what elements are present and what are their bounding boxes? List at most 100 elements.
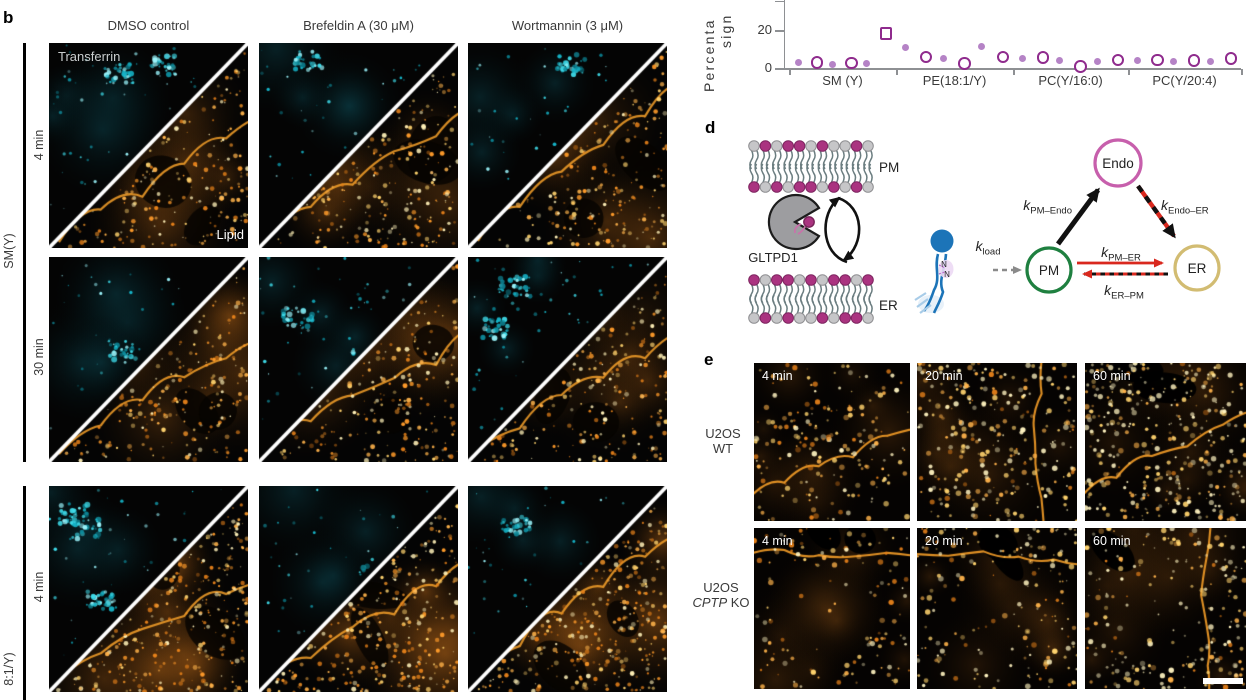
data-point-PCY160-4 xyxy=(1093,57,1101,65)
micrograph-b-r1c1 xyxy=(49,43,248,248)
data-point-PCY160-3 xyxy=(1074,60,1087,73)
e-time-label-2b: 20 min xyxy=(925,534,963,548)
data-point-SMY-1 xyxy=(810,56,824,69)
k-pm-endo-label: kPM–Endo xyxy=(1023,197,1072,217)
e-time-label-3a: 60 min xyxy=(1093,369,1131,383)
x-axis-line xyxy=(783,68,1241,70)
micrograph-b-r1c3 xyxy=(468,43,667,248)
micrograph-b-r2c2 xyxy=(259,257,458,462)
data-point-PCY160-1 xyxy=(1036,51,1050,64)
ko-suffix: KO xyxy=(727,595,750,610)
chart-y-axis-label-line1: Percenta xyxy=(701,18,717,92)
e-time-label-1b: 4 min xyxy=(762,534,793,548)
group2-bracket xyxy=(23,486,26,700)
group-tick-0 xyxy=(789,69,791,75)
group-tick-3 xyxy=(1128,69,1130,75)
column-header-wortmannin: Wortmannin (3 μM) xyxy=(511,18,624,33)
panel-d-schematic: PM ER GLTPD1 N N xyxy=(748,138,1221,324)
data-point-PE181Y-1 xyxy=(919,50,933,64)
column-header-dmso: DMSO control xyxy=(107,18,190,33)
micrograph-e-r2c2 xyxy=(917,528,1077,689)
data-point-PCY160-5 xyxy=(1111,53,1125,67)
micrograph-b-r1c2 xyxy=(259,43,458,248)
y-tick-0 xyxy=(775,68,784,70)
micrograph-e-r2c1 xyxy=(754,528,910,689)
e-time-label-1a: 4 min xyxy=(762,369,793,383)
group-tick-4 xyxy=(1241,69,1243,75)
panel-b-label: b xyxy=(3,8,14,27)
column-header-brefeldin: Brefeldin A (30 μM) xyxy=(303,18,414,33)
u2os-ko-line1: U2OS xyxy=(703,580,739,595)
data-point-PCY160-0 xyxy=(1018,55,1026,63)
y-axis-line xyxy=(783,0,786,70)
u2os-wt-line1: U2OS xyxy=(705,426,741,441)
k-load-label: kload xyxy=(976,238,1001,258)
endo-node xyxy=(1093,138,1143,188)
azide-n2: N xyxy=(944,270,950,279)
pm-node xyxy=(1025,246,1073,294)
membrane-bilayers xyxy=(748,140,874,324)
data-point-PE181Y-2 xyxy=(939,54,947,62)
data-point-PCY204-3 xyxy=(1187,54,1201,67)
micrograph-e-r1c2 xyxy=(917,363,1077,521)
row-time-label-3: 4 min xyxy=(32,571,46,603)
chart-y-axis-label-line2: sign xyxy=(718,13,734,48)
channel-label-lipid: Lipid xyxy=(216,227,244,242)
group-label-3: PC(Y/20:4) xyxy=(1152,73,1217,88)
gltpd1-label: GLTPD1 xyxy=(748,250,798,265)
group-tick-2 xyxy=(1013,69,1015,75)
pm-node-label: PM xyxy=(1039,263,1059,278)
cptp-gene-name: CPTP xyxy=(692,595,728,610)
micrograph-b-r3c3 xyxy=(468,486,667,692)
channel-label-transferrin: Transferrin xyxy=(58,49,121,64)
scale-bar xyxy=(1203,678,1243,684)
data-point-PE181Y-4 xyxy=(978,42,986,50)
micrograph-e-r2c3 xyxy=(1085,528,1246,689)
u2os-wt-line2: WT xyxy=(712,441,734,456)
data-point-SMY-3 xyxy=(845,56,858,70)
group-label-2: PC(Y/16:0) xyxy=(1038,73,1103,88)
er-node xyxy=(1173,244,1221,292)
micrograph-b-r3c2 xyxy=(259,486,458,692)
micrograph-b-r3c1 xyxy=(49,486,248,692)
y-tick-label-0: 0 xyxy=(764,60,772,75)
lipid-scatter-chart: 0 20 SM (Y) PE(18:1/Y) PC(Y/16:0) PC(Y/20:4) xyxy=(0,0,1250,110)
k-endo-er-label: kEndo–ER xyxy=(1161,197,1209,217)
er-membrane-label: ER xyxy=(879,298,898,313)
pm-membrane-label: PM xyxy=(879,160,899,175)
k-pm-er-label: kPM–ER xyxy=(1101,244,1141,264)
azide-n1: N xyxy=(941,260,947,269)
e-time-label-3b: 60 min xyxy=(1093,534,1131,548)
data-point-SMY-4 xyxy=(863,59,871,67)
data-point-PE181Y-3 xyxy=(958,57,971,70)
micrograph-b-r2c3 xyxy=(468,257,667,462)
e-time-label-2a: 20 min xyxy=(925,369,963,383)
micrograph-e-r1c1 xyxy=(754,363,910,521)
group2-lipid-label: 8:1/Y) xyxy=(2,652,16,686)
group-label-0: SM (Y) xyxy=(822,73,863,88)
group1-lipid-label: SM(Y) xyxy=(2,233,16,269)
y-tick-label-20: 20 xyxy=(757,22,772,37)
data-point-SMY-5 xyxy=(879,27,893,40)
data-point-SMY-0 xyxy=(794,59,802,67)
exchange-cycle-arrows xyxy=(824,196,861,264)
row-label-u2os-wt: U2OS WT xyxy=(694,426,752,456)
y-tick-40-partial xyxy=(775,0,784,3)
row-time-label-1: 4 min xyxy=(32,129,46,161)
data-point-PCY204-4 xyxy=(1207,57,1215,65)
endo-node-label: Endo xyxy=(1102,156,1134,171)
data-point-PE181Y-0 xyxy=(901,44,909,52)
er-node-label: ER xyxy=(1188,261,1207,276)
micrograph-e-r1c3 xyxy=(1085,363,1246,521)
row-time-label-2: 30 min xyxy=(32,338,46,376)
k-er-pm-label: kER–PM xyxy=(1104,282,1144,302)
k-endo-er-arrow xyxy=(1136,184,1176,239)
gltpd1-protein xyxy=(767,193,821,251)
data-point-PE181Y-5 xyxy=(996,50,1010,64)
micrograph-b-r2c1 xyxy=(49,257,248,462)
data-point-PCY204-5 xyxy=(1224,52,1238,65)
data-point-PCY160-2 xyxy=(1056,56,1064,64)
data-point-SMY-2 xyxy=(828,60,836,68)
k-pm-endo-arrow xyxy=(1055,187,1101,246)
